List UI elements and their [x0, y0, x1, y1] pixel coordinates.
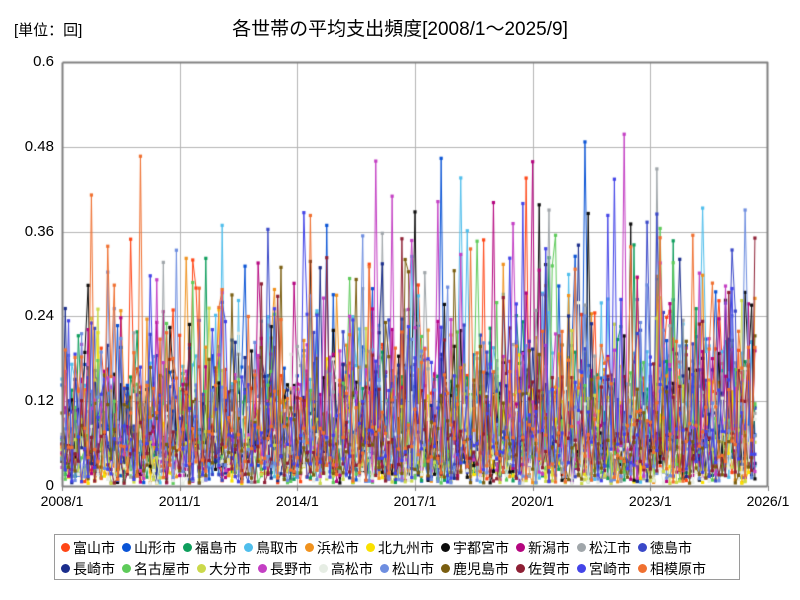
legend-row: 長崎市 名古屋市 大分市 長野市 高松市 松山市 鹿児島市 佐賀市 宮崎市 相模原市 — [55, 558, 739, 579]
x-tick-label: 2011/1 — [158, 493, 201, 509]
x-tick-label: 2017/1 — [393, 493, 437, 509]
legend-item-相模原市[interactable]: 相模原市 — [638, 562, 706, 576]
legend-color-swatch-icon — [61, 564, 70, 573]
x-tick-label: 2020/1 — [511, 493, 555, 509]
legend-item-富山市[interactable]: 富山市 — [61, 541, 115, 555]
legend-color-swatch-icon — [319, 564, 328, 573]
legend-item-label: 北九州市 — [378, 539, 434, 556]
y-tick-label: 0.24 — [24, 307, 54, 325]
y-tick-label: 0.12 — [24, 392, 54, 410]
legend-item-北九州市[interactable]: 北九州市 — [366, 541, 434, 555]
legend-item-宮崎市[interactable]: 宮崎市 — [577, 562, 631, 576]
legend-item-label: 長崎市 — [73, 560, 115, 577]
x-tick-label: 2026/1 — [746, 493, 790, 509]
y-tick-label: 0.48 — [24, 137, 54, 155]
legend-item-福島市[interactable]: 福島市 — [183, 541, 237, 555]
y-tick-label: 0.36 — [24, 222, 54, 240]
legend-item-label: 浜松市 — [317, 539, 359, 556]
legend-color-swatch-icon — [441, 564, 450, 573]
y-tick-label: 0.6 — [33, 53, 54, 70]
legend-color-swatch-icon — [366, 543, 375, 552]
legend-item-高松市[interactable]: 高松市 — [319, 562, 373, 576]
legend-item-佐賀市[interactable]: 佐賀市 — [516, 562, 570, 576]
legend-item-長崎市[interactable]: 長崎市 — [61, 562, 115, 576]
legend-item-label: 徳島市 — [650, 539, 692, 556]
legend-color-swatch-icon — [61, 543, 70, 552]
legend-item-label: 山形市 — [134, 539, 176, 556]
legend-color-swatch-icon — [516, 543, 525, 552]
legend-color-swatch-icon — [197, 564, 206, 573]
legend-item-label: 佐賀市 — [528, 560, 570, 577]
legend-item-松江市[interactable]: 松江市 — [577, 541, 631, 555]
legend-item-label: 宮崎市 — [589, 560, 631, 577]
legend-item-label: 名古屋市 — [134, 560, 190, 577]
legend-item-鳥取市[interactable]: 鳥取市 — [244, 541, 298, 555]
legend-item-label: 鹿児島市 — [453, 560, 509, 577]
legend-color-swatch-icon — [577, 564, 586, 573]
legend-item-label: 富山市 — [73, 539, 115, 556]
legend-color-swatch-icon — [638, 564, 647, 573]
legend-color-swatch-icon — [380, 564, 389, 573]
x-tick-label: 2023/1 — [628, 493, 672, 509]
legend-color-swatch-icon — [258, 564, 267, 573]
y-tick-label: 0 — [45, 477, 54, 494]
legend-item-label: 相模原市 — [650, 560, 706, 577]
legend-item-新潟市[interactable]: 新潟市 — [516, 541, 570, 555]
legend-item-label: 大分市 — [209, 560, 251, 577]
legend-item-宇都宮市[interactable]: 宇都宮市 — [441, 541, 509, 555]
legend-item-label: 新潟市 — [528, 539, 570, 556]
legend-item-長野市[interactable]: 長野市 — [258, 562, 312, 576]
legend-item-徳島市[interactable]: 徳島市 — [638, 541, 692, 555]
legend-color-swatch-icon — [244, 543, 253, 552]
legend-color-swatch-icon — [122, 564, 131, 573]
legend-color-swatch-icon — [638, 543, 647, 552]
legend-color-swatch-icon — [516, 564, 525, 573]
legend-color-swatch-icon — [122, 543, 131, 552]
legend-item-label: 松山市 — [392, 560, 434, 577]
legend-item-label: 松江市 — [589, 539, 631, 556]
legend-item-label: 宇都宮市 — [453, 539, 509, 556]
legend-item-label: 鳥取市 — [256, 539, 298, 556]
legend-item-名古屋市[interactable]: 名古屋市 — [122, 562, 190, 576]
legend-item-山形市[interactable]: 山形市 — [122, 541, 176, 555]
x-tick-label: 2014/1 — [275, 493, 319, 509]
legend-item-label: 高松市 — [331, 560, 373, 577]
legend-item-label: 福島市 — [195, 539, 237, 556]
x-tick-label: 2008/1 — [40, 493, 84, 509]
legend-color-swatch-icon — [577, 543, 586, 552]
legend-item-label: 長野市 — [270, 560, 312, 577]
legend-item-鹿児島市[interactable]: 鹿児島市 — [441, 562, 509, 576]
chart-legend: 富山市 山形市 福島市 鳥取市 浜松市 北九州市 宇都宮市 新潟市 松江市 徳島市長崎市 名古屋市 大… — [54, 534, 740, 580]
legend-row: 富山市 山形市 福島市 鳥取市 浜松市 北九州市 宇都宮市 新潟市 松江市 徳島市 — [55, 537, 739, 558]
legend-color-swatch-icon — [305, 543, 314, 552]
legend-item-松山市[interactable]: 松山市 — [380, 562, 434, 576]
legend-item-浜松市[interactable]: 浜松市 — [305, 541, 359, 555]
legend-color-swatch-icon — [441, 543, 450, 552]
legend-item-大分市[interactable]: 大分市 — [197, 562, 251, 576]
legend-color-swatch-icon — [183, 543, 192, 552]
